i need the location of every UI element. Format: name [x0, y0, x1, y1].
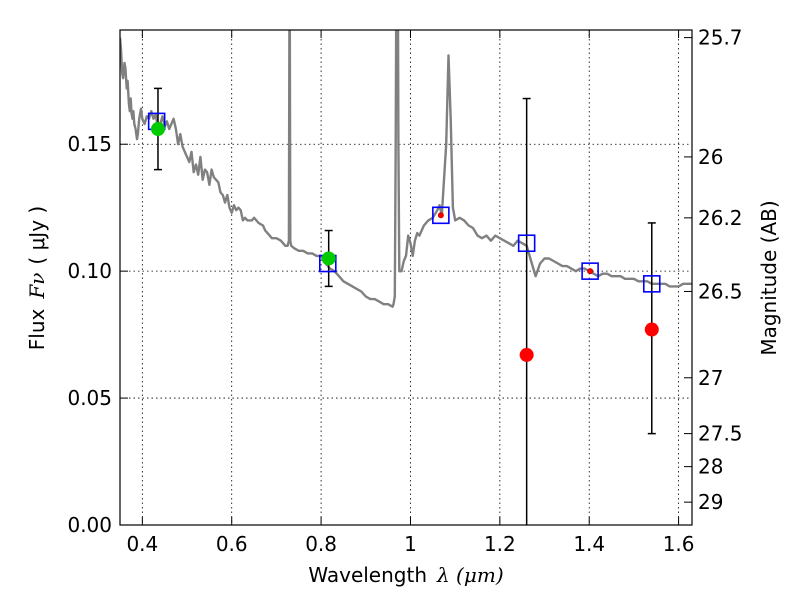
axis-ticks: 0.4 0.6 0.8 1 1.2 1.4 1.6 0.00 0.05 0.10 0.15 25.7 2… — [67, 26, 742, 556]
observed-photometry-point — [519, 347, 534, 362]
mag-tick-label: 27.5 — [698, 422, 743, 446]
observed-photometry-point — [644, 322, 659, 337]
y-axis-label: FluxFν( μJy ) — [25, 206, 49, 350]
observed-photometry-point — [437, 212, 444, 219]
mag-tick-label: 25.7 — [698, 26, 743, 50]
observed-photometry-points — [150, 122, 659, 362]
x-tick-label: 1.4 — [573, 532, 605, 556]
x-tick-label: 1.6 — [663, 532, 695, 556]
observed-photometry-point — [321, 251, 336, 266]
y2-axis-label: Magnitude (AB) — [757, 200, 781, 355]
x-tick-label: 1.2 — [484, 532, 516, 556]
mag-tick-label: 27 — [698, 366, 723, 390]
model-photometry-square — [581, 262, 599, 280]
y-tick-label: 0.10 — [67, 259, 112, 283]
mag-tick-label: 28 — [698, 455, 723, 479]
model-photometry-square — [642, 275, 661, 293]
mag-tick-label: 29 — [698, 490, 723, 514]
x-tick-label: 0.6 — [216, 532, 248, 556]
plot-frame — [119, 29, 693, 526]
y-tick-label: 0.00 — [67, 513, 112, 537]
mag-tick-label: 26.2 — [698, 206, 743, 230]
model-photometry-square — [432, 206, 450, 225]
mag-tick-label: 26 — [698, 145, 723, 169]
model-photometry-square — [517, 234, 536, 253]
x-tick-label: 0.4 — [126, 532, 158, 556]
x-tick-label: 1 — [404, 532, 417, 556]
y-tick-label: 0.05 — [67, 386, 112, 410]
y-tick-label: 0.15 — [67, 132, 112, 156]
x-axis-label: Wavelength λ (μm) — [308, 563, 503, 587]
mag-tick-label: 26.5 — [698, 279, 743, 303]
x-tick-label: 0.8 — [305, 532, 337, 556]
observed-photometry-point — [587, 268, 594, 275]
observed-photometry-point — [150, 122, 165, 136]
